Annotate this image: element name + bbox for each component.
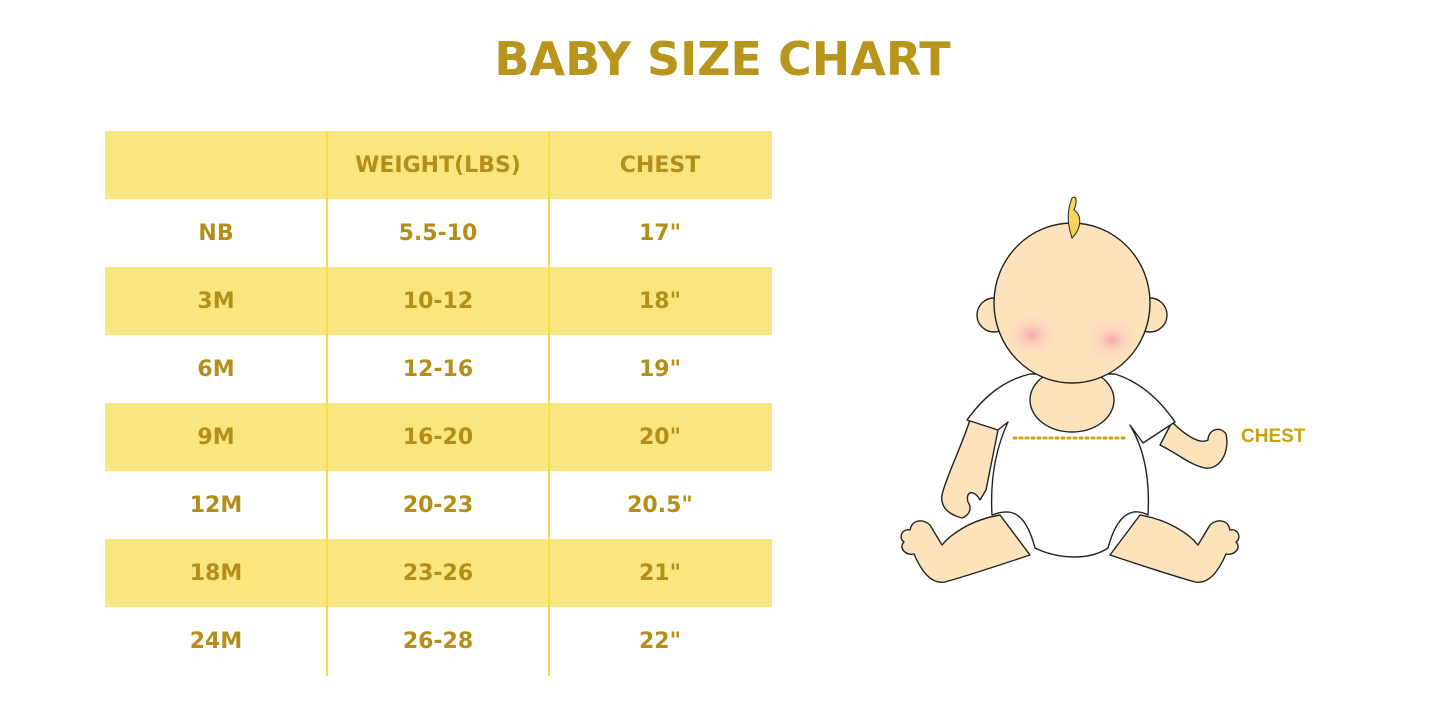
weight-cell: 26-28 (402, 628, 474, 654)
size-cell: 18M (189, 560, 243, 586)
weight-cell: 10-12 (402, 288, 474, 314)
chest-cell: 20" (638, 424, 682, 450)
size-cell: 12M (189, 492, 243, 518)
chest-cell: 19" (638, 356, 682, 382)
column-divider (548, 131, 550, 676)
column-divider (326, 131, 328, 676)
weight-cell: 12-16 (402, 356, 474, 382)
chest-cell: 18" (638, 288, 682, 314)
chest-cell: 17" (638, 220, 682, 246)
page-title: BABY SIZE CHART (494, 32, 951, 86)
left-cheek (1004, 313, 1060, 357)
size-cell: 24M (189, 628, 243, 654)
table-header-row: WEIGHT(LBS) CHEST (105, 131, 772, 199)
hair-tuft (1067, 196, 1081, 239)
right-cheek (1084, 318, 1140, 362)
size-table: WEIGHT(LBS) CHEST NB 5.5-10 17" 3M 10-12… (105, 131, 772, 675)
head (993, 222, 1151, 384)
chest-label: CHEST (1241, 426, 1306, 447)
header-cell-chest: CHEST (619, 152, 701, 178)
left-arm (941, 419, 999, 519)
weight-cell: 20-23 (402, 492, 474, 518)
size-cell: 3M (197, 288, 235, 314)
table-row: 12M 20-23 20.5" (105, 471, 772, 539)
weight-cell: 23-26 (402, 560, 474, 586)
size-cell: NB (198, 220, 234, 246)
right-leg (1109, 514, 1240, 583)
onesie (966, 373, 1176, 558)
table-row: 9M 16-20 20" (105, 403, 772, 471)
right-arm (1159, 421, 1228, 469)
left-leg (900, 514, 1031, 583)
size-cell: 9M (197, 424, 235, 450)
weight-cell: 16-20 (402, 424, 474, 450)
table-row: 18M 23-26 21" (105, 539, 772, 607)
chest-cell: 20.5" (627, 492, 693, 518)
table-row: 3M 10-12 18" (105, 267, 772, 335)
baby-illustration (900, 196, 1240, 583)
weight-cell: 5.5-10 (398, 220, 478, 246)
size-cell: 6M (197, 356, 235, 382)
table-row: NB 5.5-10 17" (105, 199, 772, 267)
table-row: 24M 26-28 22" (105, 607, 772, 675)
chest-cell: 22" (638, 628, 682, 654)
chest-cell: 21" (638, 560, 682, 586)
table-row: 6M 12-16 19" (105, 335, 772, 403)
header-cell-weight: WEIGHT(LBS) (355, 152, 521, 178)
